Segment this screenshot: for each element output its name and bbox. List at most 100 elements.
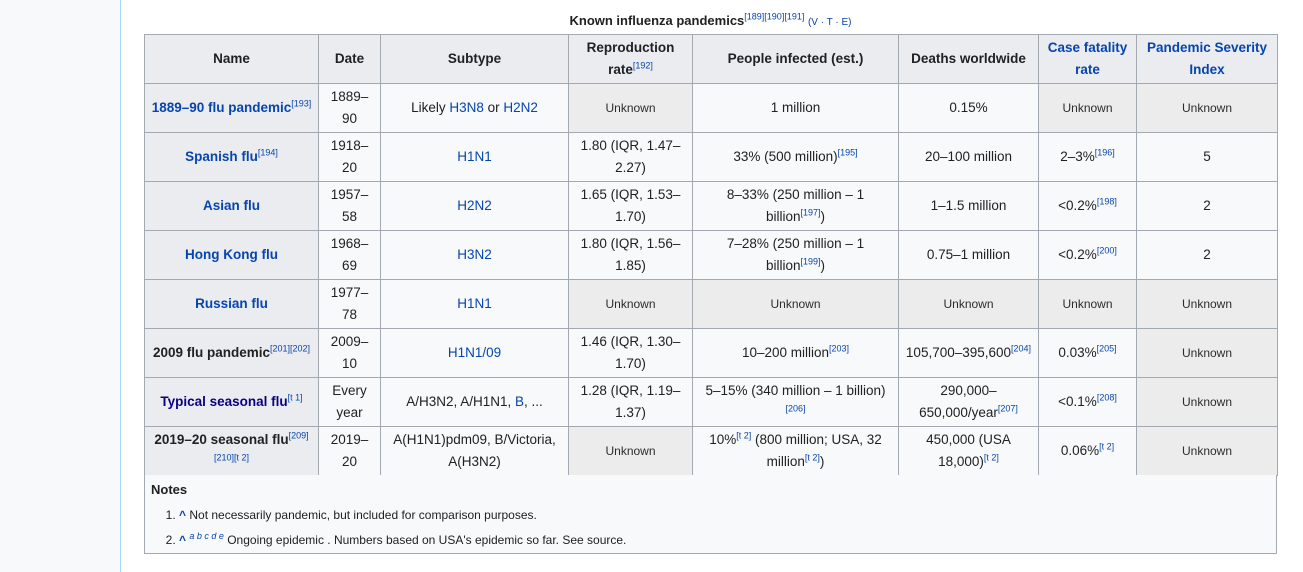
infected-close: )	[820, 209, 826, 224]
infected-ref[interactable]: [203]	[829, 343, 850, 354]
cfr-ref[interactable]: [208]	[1096, 392, 1117, 403]
col-header-date[interactable]: Date	[318, 34, 381, 84]
row-name-link[interactable]: 1889–90 flu pandemic	[151, 100, 292, 115]
row-subtype: H1N1	[380, 279, 569, 329]
table-row: Spanish flu[194] 1918–20 H1N1 1.80 (IQR,…	[144, 132, 1278, 182]
deaths-ref[interactable]: [204]	[1011, 343, 1032, 354]
row-deaths: Unknown	[898, 279, 1039, 329]
cfr-ref[interactable]: [t 2]	[1099, 441, 1115, 452]
col-header-repro[interactable]: Reproduction rate[192]	[568, 34, 693, 84]
subtype-link[interactable]: H2N2	[457, 198, 492, 213]
repro-value: 1.80 (IQR, 1.47–2.27)	[580, 138, 681, 175]
row-name-ref[interactable]: [193]	[291, 98, 312, 109]
infected-close: )	[819, 454, 825, 469]
col-header-cfr[interactable]: Case fatality rate	[1038, 34, 1137, 84]
row-deaths: 1–1.5 million	[898, 181, 1039, 231]
row-date: 1968–69	[318, 230, 381, 280]
note-item: ^ a b c d e Ongoing epidemic . Numbers b…	[179, 526, 626, 551]
row-date: 2019–20	[318, 426, 381, 476]
notes-section: Notes ^ Not necessarily pandemic, but in…	[144, 475, 1277, 554]
subtype-link[interactable]: B	[515, 394, 525, 409]
infected-pct: 10%	[709, 432, 737, 447]
infected-ref[interactable]: [206]	[785, 403, 806, 414]
note-backlink[interactable]: ^	[179, 533, 187, 547]
col-header-subtype[interactable]: Subtype	[380, 34, 569, 84]
col-header-infected[interactable]: People infected (est.)	[692, 34, 899, 84]
row-subtype: H2N2	[380, 181, 569, 231]
row-date: Every year	[318, 377, 381, 427]
row-psi: 2	[1136, 230, 1278, 280]
row-repro: Unknown	[568, 279, 693, 329]
cfr-value: <0.2%	[1058, 247, 1097, 262]
row-cfr: 0.06%[t 2]	[1038, 426, 1137, 476]
vte-links[interactable]: (V · T · E)	[807, 17, 852, 28]
row-name: Asian flu	[144, 181, 319, 231]
subtype-link[interactable]: H1N1/09	[447, 345, 502, 360]
repro-ref[interactable]: [192]	[632, 60, 653, 71]
deaths-ref[interactable]: [t 2]	[983, 452, 999, 463]
cfr-ref[interactable]: [200]	[1096, 245, 1117, 256]
cfr-ref[interactable]: [198]	[1096, 196, 1117, 207]
infected-ref[interactable]: [t 2]	[804, 452, 820, 463]
subtype-link[interactable]: H3N8	[449, 100, 484, 115]
row-name-link[interactable]: Hong Kong flu	[185, 247, 278, 262]
col-header-name[interactable]: Name	[144, 34, 319, 84]
row-name-link[interactable]: Russian flu	[195, 296, 268, 311]
row-deaths: 0.15%	[898, 83, 1039, 133]
infected-ref[interactable]: [195]	[837, 147, 858, 158]
row-name-link[interactable]: Spanish flu	[185, 149, 258, 164]
row-infected: 7–28% (250 million – 1 billion[199])	[692, 230, 899, 280]
subtype-link[interactable]: H1N1	[457, 296, 492, 311]
psi-link[interactable]: Pandemic Severity Index	[1146, 40, 1268, 77]
row-name-link[interactable]: Typical seasonal flu	[160, 394, 288, 409]
cfr-value: 0.03%	[1058, 345, 1097, 360]
notes-list: ^ Not necessarily pandemic, but included…	[159, 505, 626, 551]
row-cfr: <0.2%[198]	[1038, 181, 1137, 231]
row-psi: Unknown	[1136, 328, 1278, 378]
deaths-ref[interactable]: [207]	[997, 403, 1018, 414]
row-name-text: 2019–20 seasonal flu	[154, 432, 289, 447]
note-backlink-letters[interactable]: a b c d e	[189, 531, 224, 541]
pandemics-table: Name Date Subtype Reproduction rate[192]…	[144, 34, 1278, 476]
infected-ref[interactable]: [197]	[800, 207, 821, 218]
cfr-ref[interactable]: [196]	[1094, 147, 1115, 158]
row-infected: 10–200 million[203]	[692, 328, 899, 378]
row-repro: Unknown	[568, 83, 693, 133]
row-name-ref[interactable]: [209][210][t 2]	[213, 430, 309, 463]
row-cfr: <0.2%[200]	[1038, 230, 1137, 280]
row-name-ref[interactable]: [194]	[257, 147, 278, 158]
row-deaths: 290,000–650,000/year[207]	[898, 377, 1039, 427]
subtype-link[interactable]: H2N2	[503, 100, 538, 115]
infected-pct-ref[interactable]: [t 2]	[736, 430, 752, 441]
row-name-ref[interactable]: [201][202]	[270, 343, 311, 354]
row-name-link[interactable]: Asian flu	[202, 198, 260, 213]
infected-value: 10–200 million	[741, 345, 830, 360]
row-name-ref[interactable]: [t 1]	[287, 392, 303, 403]
cfr-value: <0.1%	[1058, 394, 1097, 409]
infected-ref[interactable]: [199]	[800, 256, 821, 267]
row-infected: 10%[t 2] (800 million; USA, 32 million[t…	[692, 426, 899, 476]
row-name: Hong Kong flu	[144, 230, 319, 280]
note-backlink[interactable]: ^	[179, 508, 187, 522]
subtype-link[interactable]: H1N1	[457, 149, 492, 164]
row-date: 1889–90	[318, 83, 381, 133]
caption-refs[interactable]: [189][190][191]	[744, 11, 805, 22]
infected-value: 7–28% (250 million – 1 billion	[726, 236, 865, 273]
table-row: Asian flu 1957–58 H2N2 1.65 (IQR, 1.53–1…	[144, 181, 1278, 231]
row-deaths: 20–100 million	[898, 132, 1039, 182]
note-text: Ongoing epidemic . Numbers based on USA'…	[223, 533, 627, 547]
note-item: ^ Not necessarily pandemic, but included…	[179, 505, 626, 526]
row-psi: Unknown	[1136, 279, 1278, 329]
deaths-value: 290,000–650,000/year	[919, 383, 998, 420]
cfr-ref[interactable]: [205]	[1096, 343, 1117, 354]
col-header-psi[interactable]: Pandemic Severity Index	[1136, 34, 1278, 84]
row-date: 2009–10	[318, 328, 381, 378]
row-name: 2019–20 seasonal flu[209][210][t 2]	[144, 426, 319, 476]
cfr-link[interactable]: Case fatality rate	[1047, 40, 1128, 77]
row-infected: 33% (500 million)[195]	[692, 132, 899, 182]
col-header-deaths[interactable]: Deaths worldwide	[898, 34, 1039, 84]
row-subtype: A(H1N1)pdm09, B/Victoria, A(H3N2)	[380, 426, 569, 476]
row-repro: 1.28 (IQR, 1.19–1.37)	[568, 377, 693, 427]
subtype-link[interactable]: H3N2	[457, 247, 492, 262]
table-row: Russian flu 1977–78 H1N1 Unknown Unknown…	[144, 279, 1278, 329]
